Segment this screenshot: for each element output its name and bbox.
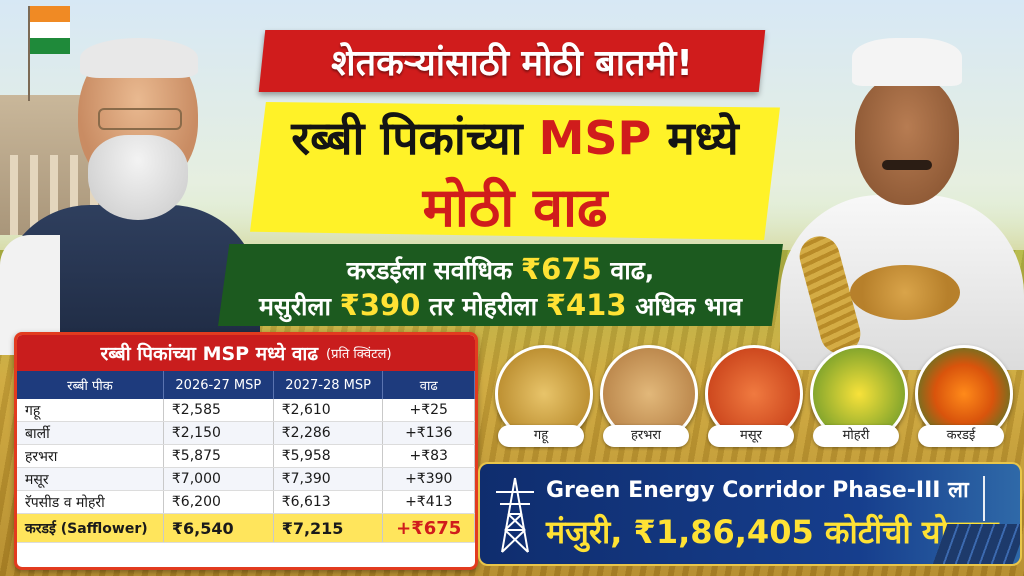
- table-cell: ₹6,613: [273, 490, 384, 514]
- energy-line1: Green Energy Corridor Phase-III ला: [546, 478, 969, 503]
- table-header: वाढ: [382, 371, 475, 399]
- subhead-line1: करडईला सर्वाधिक ₹675 वाढ,: [218, 252, 783, 287]
- headline-line1-post: मध्ये: [651, 111, 739, 165]
- table-cell: ₹5,958: [273, 444, 384, 468]
- table-cell: +₹25: [382, 399, 475, 422]
- energy-line2: मंजुरी, ₹1,86,405 कोटींची योजना: [546, 513, 999, 551]
- farmer-portrait-image: [770, 20, 1024, 370]
- crop-label: मसूर: [708, 425, 794, 447]
- table-cell: +₹390: [382, 467, 475, 491]
- table-cell: +₹413: [382, 490, 475, 514]
- table-title-text: रब्बी पिकांच्या MSP मध्ये वाढ: [100, 343, 319, 365]
- table-cell: ₹7,390: [273, 467, 384, 491]
- crop-label: गहू: [498, 425, 584, 447]
- table-cell: +₹136: [382, 421, 475, 445]
- table-cell: +₹675: [382, 513, 475, 543]
- table-cell: रॅपसीड व मोहरी: [17, 490, 164, 514]
- transmission-tower-icon: [496, 477, 534, 553]
- table-row: रॅपसीड व मोहरी ₹6,200 ₹6,613 +₹413: [17, 490, 475, 514]
- table-cell: हरभरा: [17, 444, 164, 468]
- msp-table: रब्बी पीक 2026-27 MSP 2027-28 MSP वाढ गह…: [17, 371, 475, 543]
- crop-label: करडई: [918, 425, 1004, 447]
- headline-yellow-banner: [250, 102, 780, 240]
- subhead-l1-amount: ₹675: [520, 252, 602, 286]
- table-row: हरभरा ₹5,875 ₹5,958 +₹83: [17, 444, 475, 468]
- headline-line2: मोठी वाढ: [422, 176, 608, 239]
- subhead-l1-pre: करडईला सर्वाधिक: [346, 256, 521, 285]
- subhead-l1-post: वाढ,: [601, 256, 655, 285]
- solar-panel-icon: [932, 524, 1020, 564]
- subhead-l2-amount1: ₹390: [339, 288, 421, 322]
- table-cell: गहू: [17, 399, 164, 422]
- headline-top-text: शेतकऱ्यांसाठी मोठी बातमी!: [331, 42, 693, 84]
- table-row: मसूर ₹7,000 ₹7,390 +₹390: [17, 467, 475, 491]
- table-cell: ₹2,286: [273, 421, 384, 445]
- subhead-l2-mid: तर मोहरीला: [420, 292, 546, 321]
- crop-gallery: गहू हरभरा मसूर मोहरी करडई: [495, 345, 1013, 455]
- table-cell: ₹5,875: [163, 444, 274, 468]
- subhead-line2: मसुरीला ₹390 तर मोहरीला ₹413 अधिक भाव: [218, 288, 783, 323]
- table-cell: ₹7,000: [163, 467, 274, 491]
- table-cell: ₹2,585: [163, 399, 274, 422]
- subhead-l2-pre: मसुरीला: [258, 292, 340, 321]
- table-cell: ₹2,610: [273, 399, 384, 422]
- table-row-highlight: करडई (Safflower) ₹6,540 ₹7,215 +₹675: [17, 513, 475, 543]
- crop-label: हरभरा: [603, 425, 689, 447]
- table-cell: मसूर: [17, 467, 164, 491]
- crop-label: मोहरी: [813, 425, 899, 447]
- subhead-l2-amount2: ₹413: [545, 288, 627, 322]
- subhead-green-banner: [218, 244, 783, 326]
- indian-flag-icon: [28, 6, 70, 101]
- table-cell: +₹83: [382, 444, 475, 468]
- table-row: बार्ली ₹2,150 ₹2,286 +₹136: [17, 421, 475, 445]
- headline-line1: रब्बी पिकांच्या MSP मध्ये: [250, 106, 780, 168]
- table-cell: बार्ली: [17, 421, 164, 445]
- headline-msp: MSP: [538, 111, 652, 165]
- table-row: गहू ₹2,585 ₹2,610 +₹25: [17, 399, 475, 422]
- msp-table-card: रब्बी पिकांच्या MSP मध्ये वाढ (प्रति क्व…: [14, 332, 478, 570]
- subhead-l2-post: अधिक भाव: [626, 292, 743, 321]
- table-cell: ₹6,540: [163, 513, 274, 543]
- table-subtitle: (प्रति क्विंटल): [326, 347, 392, 362]
- table-title: रब्बी पिकांच्या MSP मध्ये वाढ (प्रति क्व…: [17, 335, 475, 371]
- table-cell: ₹2,150: [163, 421, 274, 445]
- headline-line1-pre: रब्बी पिकांच्या: [291, 111, 539, 165]
- wind-turbine-icon: [983, 476, 985, 521]
- table-header: 2027-28 MSP: [273, 371, 384, 399]
- table-header: 2026-27 MSP: [163, 371, 274, 399]
- table-cell: ₹6,200: [163, 490, 274, 514]
- table-cell: ₹7,215: [273, 513, 384, 543]
- table-header-row: रब्बी पीक 2026-27 MSP 2027-28 MSP वाढ: [17, 371, 475, 399]
- table-header: रब्बी पीक: [17, 371, 164, 399]
- energy-corridor-banner: Green Energy Corridor Phase-III ला मंजुर…: [478, 462, 1022, 566]
- table-cell: करडई (Safflower): [17, 513, 164, 543]
